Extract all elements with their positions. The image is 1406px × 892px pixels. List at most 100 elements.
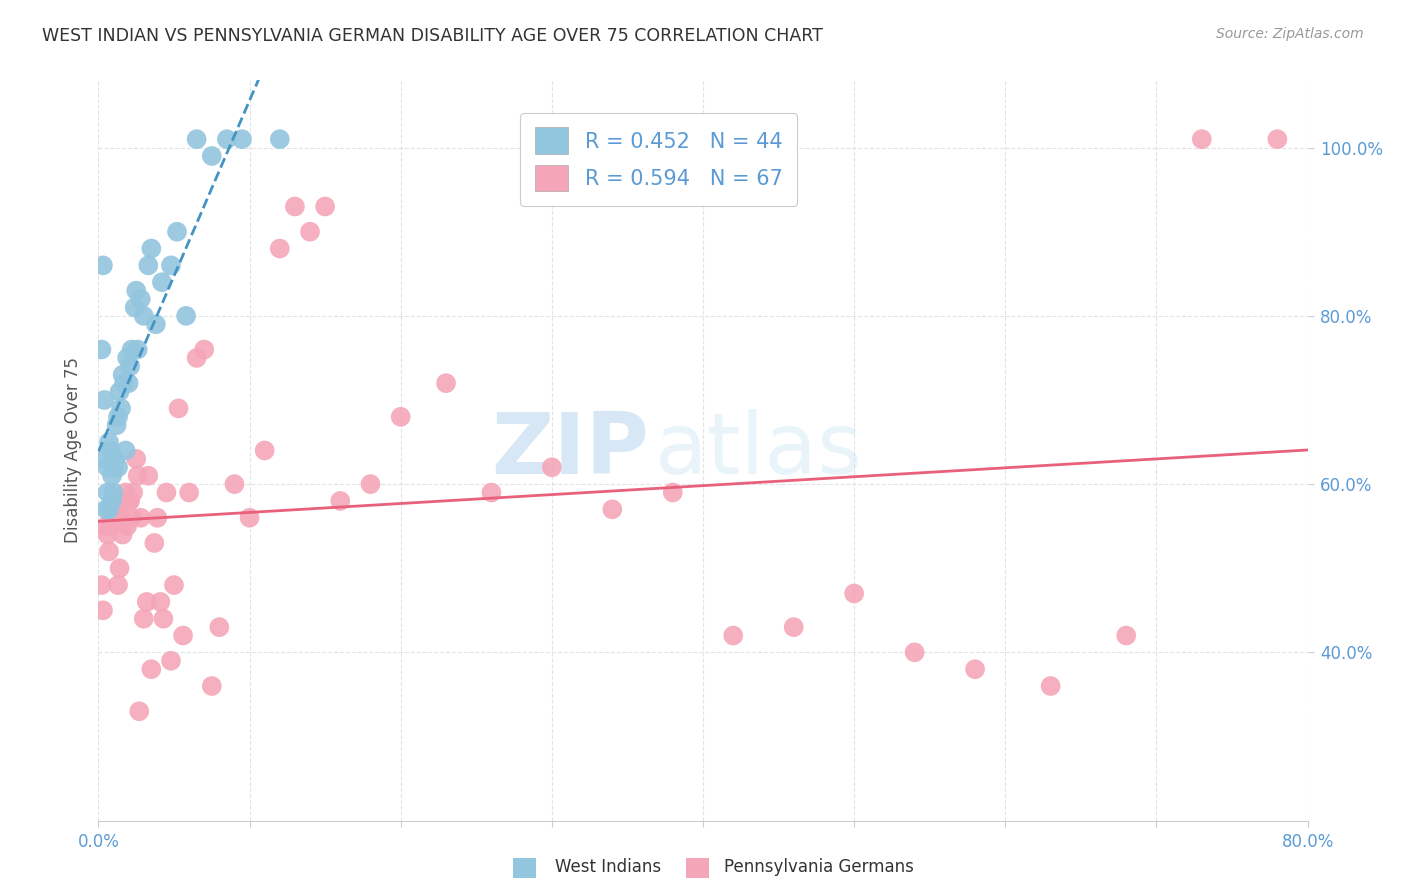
Point: [201, 679, 224, 693]
Point: [965, 662, 987, 676]
Point: [125, 451, 148, 466]
Text: West Indians: West Indians: [555, 858, 661, 876]
Point: [107, 460, 129, 475]
Point: [179, 485, 201, 500]
Point: [91, 259, 114, 273]
Point: [112, 494, 135, 508]
Point: [299, 225, 322, 239]
Point: [1267, 132, 1289, 146]
Point: [284, 199, 307, 213]
Point: [90, 578, 112, 592]
Legend: R = 0.452   N = 44, R = 0.594   N = 67: R = 0.452 N = 44, R = 0.594 N = 67: [520, 113, 797, 206]
Point: [103, 485, 125, 500]
Point: [118, 376, 141, 391]
Point: [146, 510, 169, 524]
Point: [101, 494, 124, 508]
Point: [108, 384, 131, 399]
Point: [540, 460, 562, 475]
Point: [389, 409, 412, 424]
Point: [101, 502, 124, 516]
Point: [844, 586, 866, 600]
Point: [166, 225, 188, 239]
Point: [231, 132, 253, 146]
Point: [224, 477, 246, 491]
Point: [120, 359, 142, 374]
Point: [269, 242, 291, 256]
Point: [145, 318, 167, 332]
Point: [1191, 132, 1213, 146]
Point: [314, 199, 336, 213]
Point: [253, 443, 276, 458]
Point: [98, 544, 121, 558]
Point: [114, 485, 136, 500]
Point: [129, 292, 152, 306]
Point: [135, 595, 157, 609]
Point: [783, 620, 806, 634]
Point: [120, 494, 142, 508]
Point: [104, 451, 127, 466]
Point: [128, 704, 150, 718]
Point: [723, 629, 745, 643]
Point: [215, 132, 238, 146]
Point: [112, 376, 135, 391]
Text: Source: ZipAtlas.com: Source: ZipAtlas.com: [1216, 27, 1364, 41]
Point: [152, 612, 174, 626]
Point: [107, 578, 129, 592]
Point: [103, 460, 125, 475]
Point: [1039, 679, 1062, 693]
Point: [115, 519, 138, 533]
Point: [136, 468, 159, 483]
Point: [98, 502, 121, 516]
Point: [94, 519, 117, 533]
Point: [100, 519, 122, 533]
Point: [111, 527, 134, 541]
Point: [98, 435, 121, 450]
Point: [661, 485, 683, 500]
Point: [141, 242, 163, 256]
Point: [172, 629, 194, 643]
Point: [121, 510, 143, 524]
Point: [360, 477, 382, 491]
Point: [121, 343, 143, 357]
Point: [105, 502, 128, 516]
Y-axis label: Disability Age Over 75: Disability Age Over 75: [65, 358, 83, 543]
Point: [186, 132, 208, 146]
Point: [90, 343, 112, 357]
Point: [118, 494, 141, 508]
Point: [155, 485, 177, 500]
Point: [96, 460, 118, 475]
Point: [160, 259, 183, 273]
Point: [1115, 629, 1137, 643]
Point: [132, 612, 155, 626]
Point: [329, 494, 352, 508]
Point: [602, 502, 624, 516]
Point: [149, 595, 172, 609]
Text: atlas: atlas: [655, 409, 863, 492]
Point: [129, 510, 152, 524]
Point: [167, 401, 190, 416]
Point: [110, 401, 132, 416]
Point: [163, 578, 186, 592]
Point: [108, 561, 131, 575]
Point: [105, 418, 128, 433]
Point: [193, 343, 215, 357]
Point: [143, 536, 166, 550]
Point: [93, 392, 115, 407]
Point: [481, 485, 503, 500]
Point: [96, 485, 118, 500]
Point: [115, 351, 138, 365]
Point: [136, 259, 159, 273]
Point: [111, 368, 134, 382]
Point: [174, 309, 197, 323]
Point: [150, 275, 173, 289]
Point: [201, 149, 224, 163]
Point: [239, 510, 262, 524]
Point: [434, 376, 457, 391]
Text: Pennsylvania Germans: Pennsylvania Germans: [724, 858, 914, 876]
Point: [125, 284, 148, 298]
Point: [904, 645, 927, 659]
Point: [101, 468, 124, 483]
Point: [186, 351, 208, 365]
Point: [91, 603, 114, 617]
Point: [127, 468, 149, 483]
